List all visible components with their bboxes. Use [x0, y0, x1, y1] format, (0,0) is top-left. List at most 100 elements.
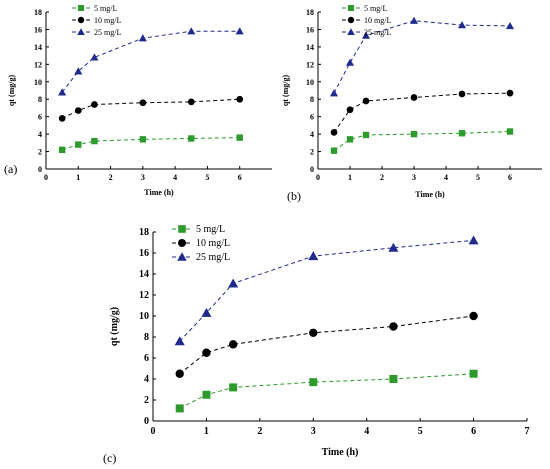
data-point	[362, 31, 370, 39]
legend-marker	[77, 4, 85, 12]
data-point	[309, 328, 318, 337]
x-tick-label: 3	[412, 173, 416, 182]
series-25-mg-l: 25 mg/L	[172, 235, 479, 346]
series-5-mg-l: 5 mg/L	[172, 224, 478, 413]
y-tick-label: 10	[139, 311, 149, 322]
data-point	[469, 369, 478, 378]
series-line	[333, 20, 511, 94]
data-point	[236, 134, 243, 141]
y-tick-label: 18	[139, 227, 149, 238]
legend-marker	[347, 4, 355, 12]
x-tick-label: 2	[109, 173, 113, 182]
legend-marker	[347, 16, 355, 24]
data-point	[458, 90, 466, 98]
legend-label: 5 mg/L	[94, 4, 117, 13]
y-tick-label: 2	[38, 148, 42, 157]
x-tick-label: 2	[380, 173, 384, 182]
x-tick-label: 0	[151, 426, 156, 437]
data-point	[236, 95, 244, 103]
data-point	[91, 101, 98, 108]
data-point	[469, 311, 478, 321]
data-point	[506, 128, 514, 135]
series-line	[61, 98, 240, 119]
legend-label: 25 mg/L	[364, 28, 391, 37]
data-point	[458, 21, 466, 29]
data-point	[188, 135, 195, 142]
series-10-mg-l: 10 mg/L	[58, 16, 244, 122]
y-tick-label: 2	[310, 148, 314, 157]
legend-marker	[177, 252, 187, 261]
legend-label: 25 mg/L	[94, 28, 121, 37]
y-tick-label: 6	[38, 113, 42, 122]
data-point	[235, 27, 244, 35]
data-point	[175, 404, 184, 413]
data-point	[187, 27, 196, 35]
y-tick-label: 18	[306, 8, 314, 17]
legend-label: 5 mg/L	[364, 4, 387, 13]
data-point	[58, 146, 66, 154]
data-point	[410, 130, 418, 138]
series-5-mg-l: 5 mg/L	[58, 4, 243, 154]
y-tick-label: 4	[310, 130, 314, 139]
x-tick-label: 5	[205, 173, 209, 182]
data-point	[309, 378, 318, 387]
series-line	[179, 315, 474, 375]
data-point	[90, 53, 99, 61]
data-point	[330, 129, 338, 136]
x-axis-title: Time (h)	[322, 447, 359, 458]
y-tick-label: 0	[310, 165, 314, 174]
y-tick-label: 12	[306, 60, 314, 69]
y-tick-label: 4	[144, 374, 149, 385]
series-25-mg-l: 25 mg/L	[58, 27, 244, 96]
y-tick-label: 16	[34, 25, 42, 34]
y-tick-label: 12	[34, 60, 42, 69]
y-tick-label: 2	[144, 395, 149, 406]
series-line	[333, 130, 511, 152]
y-tick-label: 10	[34, 78, 42, 87]
y-tick-label: 6	[310, 113, 314, 122]
data-point	[346, 106, 354, 114]
data-point	[362, 97, 370, 105]
data-point	[468, 235, 479, 245]
data-point	[388, 242, 399, 252]
legend-marker	[178, 239, 186, 247]
x-tick-label: 4	[364, 426, 369, 437]
data-point	[506, 89, 514, 97]
panel-label: (c)	[103, 451, 116, 465]
data-point	[458, 130, 466, 137]
data-point	[58, 115, 66, 122]
panel-label: (b)	[287, 189, 301, 203]
x-tick-label: 3	[141, 173, 145, 182]
series-line	[61, 30, 240, 93]
x-tick-label: 5	[476, 173, 480, 182]
data-point	[229, 383, 238, 392]
x-axis-title: Time (h)	[415, 190, 445, 199]
data-point	[330, 147, 338, 154]
data-point	[308, 251, 319, 261]
data-point	[138, 34, 147, 42]
y-tick-label: 0	[144, 416, 149, 427]
data-point	[202, 390, 211, 399]
legend-label: 10 mg/L	[94, 16, 121, 25]
data-point	[187, 98, 195, 106]
data-point	[330, 89, 338, 97]
data-point	[346, 136, 354, 143]
data-point	[362, 131, 370, 139]
x-tick-label: 6	[238, 173, 242, 182]
y-tick-label: 0	[38, 165, 42, 174]
data-point	[506, 21, 514, 30]
legend-label: 5 mg/L	[196, 224, 225, 235]
x-tick-label: 1	[76, 173, 80, 182]
legend-marker	[77, 28, 85, 36]
y-axis-title: qt (mg/g)	[109, 307, 120, 346]
series-line	[333, 92, 511, 133]
x-tick-label: 4	[173, 173, 177, 182]
legend-marker	[347, 28, 355, 36]
legend-label: 10 mg/L	[196, 238, 230, 249]
series-25-mg-l: 25 mg/L	[330, 16, 514, 97]
data-point	[389, 322, 398, 331]
data-point	[75, 141, 82, 148]
